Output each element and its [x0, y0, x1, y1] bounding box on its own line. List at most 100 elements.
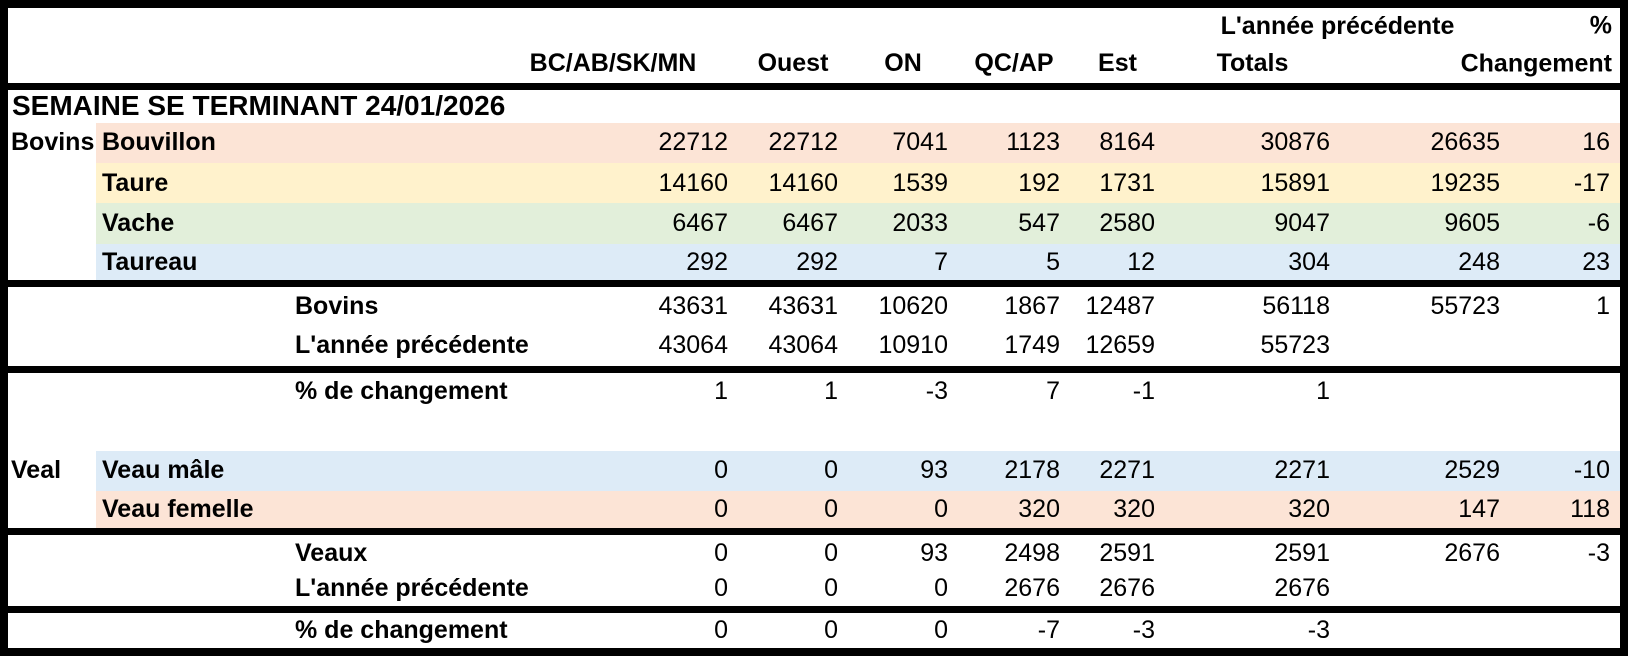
- cell[interactable]: -7: [958, 606, 1070, 648]
- cell[interactable]: 10620: [848, 280, 958, 326]
- cell[interactable]: 30876: [1260, 128, 1330, 157]
- col-header-qcap[interactable]: QC/AP: [974, 49, 1054, 78]
- cell[interactable]: 292: [686, 247, 728, 276]
- cell[interactable]: -17: [1573, 168, 1610, 197]
- cell[interactable]: 1749: [1004, 331, 1060, 360]
- cell[interactable]: 0: [738, 606, 848, 648]
- cell[interactable]: 0: [714, 456, 728, 485]
- header-percent[interactable]: %: [1510, 8, 1620, 44]
- cell[interactable]: 2591: [1165, 527, 1340, 572]
- pct-change-label[interactable]: % de changement: [288, 366, 508, 411]
- cell[interactable]: 2580: [1099, 208, 1155, 237]
- cell[interactable]: 16: [1582, 128, 1610, 157]
- cell[interactable]: 320: [1113, 494, 1155, 523]
- cell[interactable]: 304: [1288, 247, 1330, 276]
- cell[interactable]: 7: [958, 366, 1070, 411]
- week-title[interactable]: SEMAINE SE TERMINANT 24/01/2026: [8, 83, 1620, 123]
- col-header-on[interactable]: ON: [884, 49, 922, 78]
- cell[interactable]: 2676: [1340, 527, 1510, 572]
- cell[interactable]: 0: [714, 494, 728, 523]
- cell[interactable]: 118: [1570, 494, 1610, 523]
- cell[interactable]: [1340, 606, 1510, 648]
- cell[interactable]: 6467: [672, 208, 728, 237]
- cell[interactable]: 1867: [958, 280, 1070, 326]
- cell[interactable]: 12659: [1085, 331, 1155, 360]
- cell[interactable]: 93: [920, 456, 948, 485]
- col-header-est[interactable]: Est: [1098, 49, 1137, 78]
- cell[interactable]: 55723: [1340, 280, 1510, 326]
- cell[interactable]: 43631: [488, 280, 738, 326]
- row-label[interactable]: Vache: [102, 208, 175, 237]
- cell[interactable]: 0: [738, 527, 848, 572]
- cell[interactable]: 1123: [1006, 128, 1060, 157]
- cell[interactable]: [1510, 572, 1620, 610]
- cell[interactable]: 0: [824, 456, 838, 485]
- cell[interactable]: 14160: [658, 168, 728, 197]
- cell[interactable]: 22712: [768, 128, 838, 157]
- cell[interactable]: 2676: [1099, 574, 1155, 603]
- cell[interactable]: 0: [824, 494, 838, 523]
- prev-year-label[interactable]: L'année précédente: [295, 574, 529, 603]
- cell[interactable]: 5: [1046, 247, 1060, 276]
- cell[interactable]: 19235: [1430, 168, 1500, 197]
- cell[interactable]: [1340, 572, 1510, 610]
- cell[interactable]: 2529: [1444, 456, 1500, 485]
- cell[interactable]: 1: [1510, 280, 1620, 326]
- cell[interactable]: [1510, 606, 1620, 648]
- cell[interactable]: 0: [488, 527, 738, 572]
- section-label-bovins[interactable]: Bovins: [8, 122, 96, 163]
- cell[interactable]: 1: [488, 366, 738, 411]
- cell[interactable]: 320: [1018, 494, 1060, 523]
- cell[interactable]: 2676: [1004, 574, 1060, 603]
- cell[interactable]: 93: [848, 527, 958, 572]
- cell[interactable]: 1539: [892, 168, 948, 197]
- row-label[interactable]: Bouvillon: [102, 128, 216, 157]
- cell[interactable]: 43064: [658, 331, 728, 360]
- cell[interactable]: 10910: [878, 331, 948, 360]
- cell[interactable]: 0: [824, 574, 838, 603]
- cell[interactable]: [1510, 325, 1620, 370]
- cell[interactable]: [1340, 325, 1510, 370]
- cell[interactable]: 23: [1582, 247, 1610, 276]
- cell[interactable]: -6: [1587, 208, 1610, 237]
- cell[interactable]: 0: [848, 606, 958, 648]
- cell[interactable]: 12: [1127, 247, 1155, 276]
- cell[interactable]: 14160: [768, 168, 838, 197]
- cell[interactable]: 2178: [1004, 456, 1060, 485]
- prev-year-label[interactable]: L'année précédente: [295, 331, 529, 360]
- cell[interactable]: 15891: [1260, 168, 1330, 197]
- row-label[interactable]: Taure: [102, 168, 169, 197]
- cell[interactable]: 2676: [1274, 574, 1330, 603]
- row-label[interactable]: Veau mâle: [102, 456, 225, 485]
- cell[interactable]: 2271: [1099, 456, 1155, 485]
- cell[interactable]: 0: [934, 574, 948, 603]
- cell[interactable]: [1510, 366, 1620, 411]
- cell[interactable]: 9047: [1274, 208, 1330, 237]
- cell[interactable]: -10: [1573, 456, 1610, 485]
- cell[interactable]: 192: [1018, 168, 1060, 197]
- cell[interactable]: 8164: [1099, 128, 1155, 157]
- cell[interactable]: 7041: [892, 128, 948, 157]
- cell[interactable]: 55723: [1260, 331, 1330, 360]
- cell[interactable]: 2591: [1070, 527, 1165, 572]
- row-label[interactable]: Taureau: [102, 247, 198, 276]
- cell[interactable]: 2033: [892, 208, 948, 237]
- col-header-bc[interactable]: BC/AB/SK/MN: [529, 49, 697, 78]
- cell[interactable]: -3: [1510, 527, 1620, 572]
- cell[interactable]: 2271: [1274, 456, 1330, 485]
- section-label-veal[interactable]: Veal: [8, 450, 96, 491]
- cell[interactable]: 43064: [768, 331, 838, 360]
- total-label[interactable]: Veaux: [288, 527, 488, 572]
- cell[interactable]: 147: [1458, 494, 1500, 523]
- col-header-changement[interactable]: Changement: [1461, 44, 1620, 86]
- cell[interactable]: -1: [1070, 366, 1165, 411]
- cell[interactable]: 320: [1288, 494, 1330, 523]
- cell[interactable]: 9605: [1444, 208, 1500, 237]
- cell[interactable]: -3: [1070, 606, 1165, 648]
- cell[interactable]: [1340, 366, 1510, 411]
- col-header-totals[interactable]: Totals: [1216, 49, 1289, 78]
- cell[interactable]: 12487: [1070, 280, 1165, 326]
- col-header-ouest[interactable]: Ouest: [757, 49, 829, 78]
- cell[interactable]: 56118: [1165, 280, 1340, 326]
- cell[interactable]: 0: [934, 494, 948, 523]
